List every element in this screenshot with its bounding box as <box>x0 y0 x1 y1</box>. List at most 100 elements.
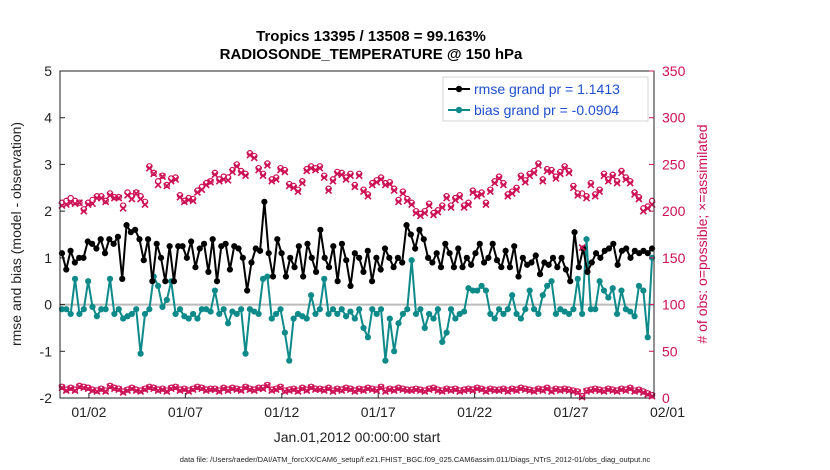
obs-assimilated-marker <box>447 203 455 211</box>
bias-point <box>155 282 162 289</box>
rmse-point <box>476 240 483 247</box>
obs-assimilated-marker <box>569 184 577 192</box>
obs-assimilated-marker <box>290 386 298 394</box>
rmse-point <box>459 264 466 271</box>
rmse-point <box>80 254 87 261</box>
obs-assimilated-marker <box>613 179 621 187</box>
obs-possible-marker <box>58 383 66 390</box>
bias-point <box>329 306 337 313</box>
obs-assimilated-marker <box>298 385 306 393</box>
rmse-point <box>450 264 458 271</box>
rmse-point <box>412 245 419 252</box>
bias-point <box>308 292 315 299</box>
obs-assimilated-marker <box>617 169 626 177</box>
obs-assimilated-marker <box>172 384 180 392</box>
obs-assimilated-marker <box>93 387 101 396</box>
obs-assimilated-marker <box>473 192 481 200</box>
rmse-point <box>554 264 561 271</box>
bias-point <box>395 320 402 327</box>
legend-rmse-label: rmse grand pr = 1.1413 <box>474 81 620 97</box>
obs-assimilated-marker <box>534 161 542 169</box>
obs-assimilated-marker <box>425 201 433 210</box>
bias-point <box>482 287 490 294</box>
obs-assimilated-marker <box>150 170 158 178</box>
rmse-point <box>338 240 346 247</box>
rmse-point <box>153 240 160 247</box>
bias-point <box>614 310 621 318</box>
bias-point <box>600 287 608 294</box>
rmse-point <box>265 250 272 257</box>
rmse-point <box>110 240 117 247</box>
obs-assimilated-marker <box>97 386 105 394</box>
rmse-point <box>308 254 315 261</box>
obs-assimilated-marker <box>622 386 630 395</box>
bias-point <box>399 310 406 318</box>
rmse-point <box>498 264 505 271</box>
rmse-point <box>114 233 122 240</box>
bias-point <box>417 306 424 313</box>
obs-possible-marker <box>574 388 581 395</box>
bias-point <box>356 306 363 313</box>
obs-assimilated-marker <box>307 384 315 392</box>
rmse-point <box>407 231 414 238</box>
obs-assimilated-marker <box>154 181 162 189</box>
obs-assimilated-marker <box>189 386 197 394</box>
y-left-tick-label: 3 <box>44 156 52 172</box>
y-right-tick-label: 100 <box>662 297 686 313</box>
bias-point <box>474 287 481 294</box>
rmse-point <box>416 226 423 233</box>
obs-assimilated-marker <box>193 188 202 197</box>
rmse-point <box>261 198 268 205</box>
bias-point <box>627 308 634 315</box>
rmse-point <box>192 264 199 271</box>
bias-point <box>172 310 179 318</box>
obs-assimilated-marker <box>67 385 75 393</box>
obs-assimilated-marker <box>62 386 70 395</box>
rmse-point <box>317 226 324 233</box>
bias-point <box>303 315 310 322</box>
legend-box <box>442 76 649 122</box>
obs-possible-marker <box>163 181 171 189</box>
rmse-point <box>213 278 221 285</box>
obs-assimilated-marker <box>62 201 70 209</box>
rmse-point <box>93 245 100 252</box>
rmse-point <box>196 245 203 252</box>
chart-title-line1: Tropics 13395 / 13508 = 99.163% <box>256 28 486 45</box>
bias-point <box>544 282 551 289</box>
obs-assimilated-marker <box>377 175 385 183</box>
bias-point <box>618 287 625 294</box>
rmse-series <box>58 198 656 294</box>
bias-point <box>426 310 433 318</box>
y-right-tick-label: 150 <box>662 250 686 266</box>
legend: rmse grand pr = 1.1413 bias grand pr = -… <box>442 76 649 122</box>
rmse-point <box>269 273 277 280</box>
bias-point <box>316 306 323 313</box>
rmse-point <box>226 266 234 273</box>
bias-point <box>373 310 380 318</box>
obs-assimilated-marker <box>578 393 586 401</box>
rmse-point <box>106 236 113 243</box>
rmse-point <box>360 268 367 275</box>
obs-assimilated-marker <box>172 175 180 183</box>
rmse-point <box>429 259 436 266</box>
bias-point <box>430 315 437 322</box>
bias-point <box>461 308 468 315</box>
bias-point <box>98 306 105 313</box>
obs-assimilated-marker <box>220 385 228 393</box>
obs-assimilated-marker <box>539 386 547 395</box>
obs-possible-marker <box>150 169 157 177</box>
rmse-point <box>455 245 462 252</box>
obs-assimilated-marker <box>272 175 280 183</box>
obs-assimilated-marker <box>556 170 564 178</box>
obs-assimilated-marker <box>386 180 394 188</box>
obs-assimilated-marker <box>499 386 508 394</box>
bias-point <box>539 292 546 299</box>
obs-assimilated-marker <box>486 187 494 196</box>
obs-assimilated-marker <box>115 386 123 394</box>
obs-assimilated-marker <box>394 198 403 206</box>
obs-assimilated-marker <box>180 198 188 206</box>
bias-point <box>176 306 184 313</box>
bias-point <box>242 350 249 357</box>
rmse-point <box>373 254 380 261</box>
rmse-point <box>200 240 208 247</box>
